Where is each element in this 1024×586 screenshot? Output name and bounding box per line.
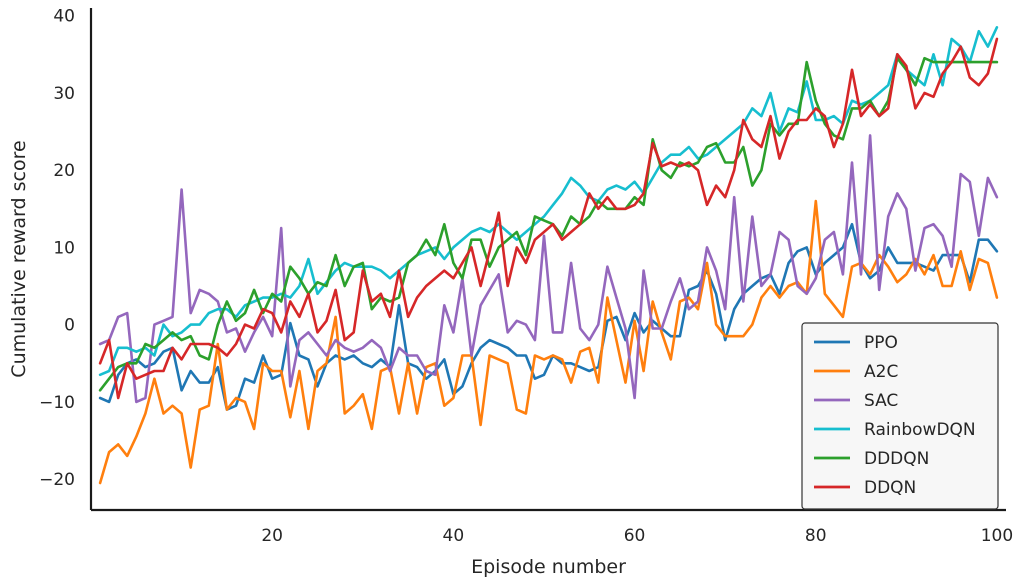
x-axis-label: Episode number (471, 556, 626, 578)
y-tick-label: 30 (53, 84, 75, 104)
y-tick-label: 10 (53, 238, 75, 258)
y-tick-label: 40 (53, 7, 75, 27)
y-tick-label: −10 (39, 393, 75, 413)
legend-box (801, 322, 999, 510)
legend-label: DDQN (864, 478, 916, 498)
series-line-a2c (98, 199, 999, 485)
axes (89, 8, 1006, 512)
y-tick-label: 0 (64, 316, 75, 336)
series-line-sac (98, 134, 999, 404)
legend-label: A2C (864, 362, 898, 382)
series-line-dddqn (98, 56, 999, 392)
x-tick-label: 40 (443, 526, 465, 546)
legend-label: DDDQN (864, 449, 929, 469)
legend: PPO A2C SAC RainbowDQN DDDQN DDQN (801, 322, 999, 510)
tick-labels: 20 40 60 80 100 −20 −10 0 10 20 30 40 (39, 7, 1013, 546)
y-axis-label: Cumulative reward score (8, 140, 30, 377)
series-line-ddqn (98, 37, 999, 400)
x-tick-label: 100 (981, 526, 1013, 546)
y-tick-label: 20 (53, 161, 75, 181)
y-tick-label: −20 (39, 470, 75, 490)
x-tick-label: 20 (261, 526, 283, 546)
legend-label: SAC (864, 391, 898, 411)
series-line-ppo (98, 222, 999, 411)
legend-label: PPO (864, 333, 898, 353)
x-tick-label: 80 (805, 526, 827, 546)
x-tick-label: 60 (624, 526, 646, 546)
series-layer (98, 25, 999, 485)
legend-label: RainbowDQN (864, 420, 976, 440)
